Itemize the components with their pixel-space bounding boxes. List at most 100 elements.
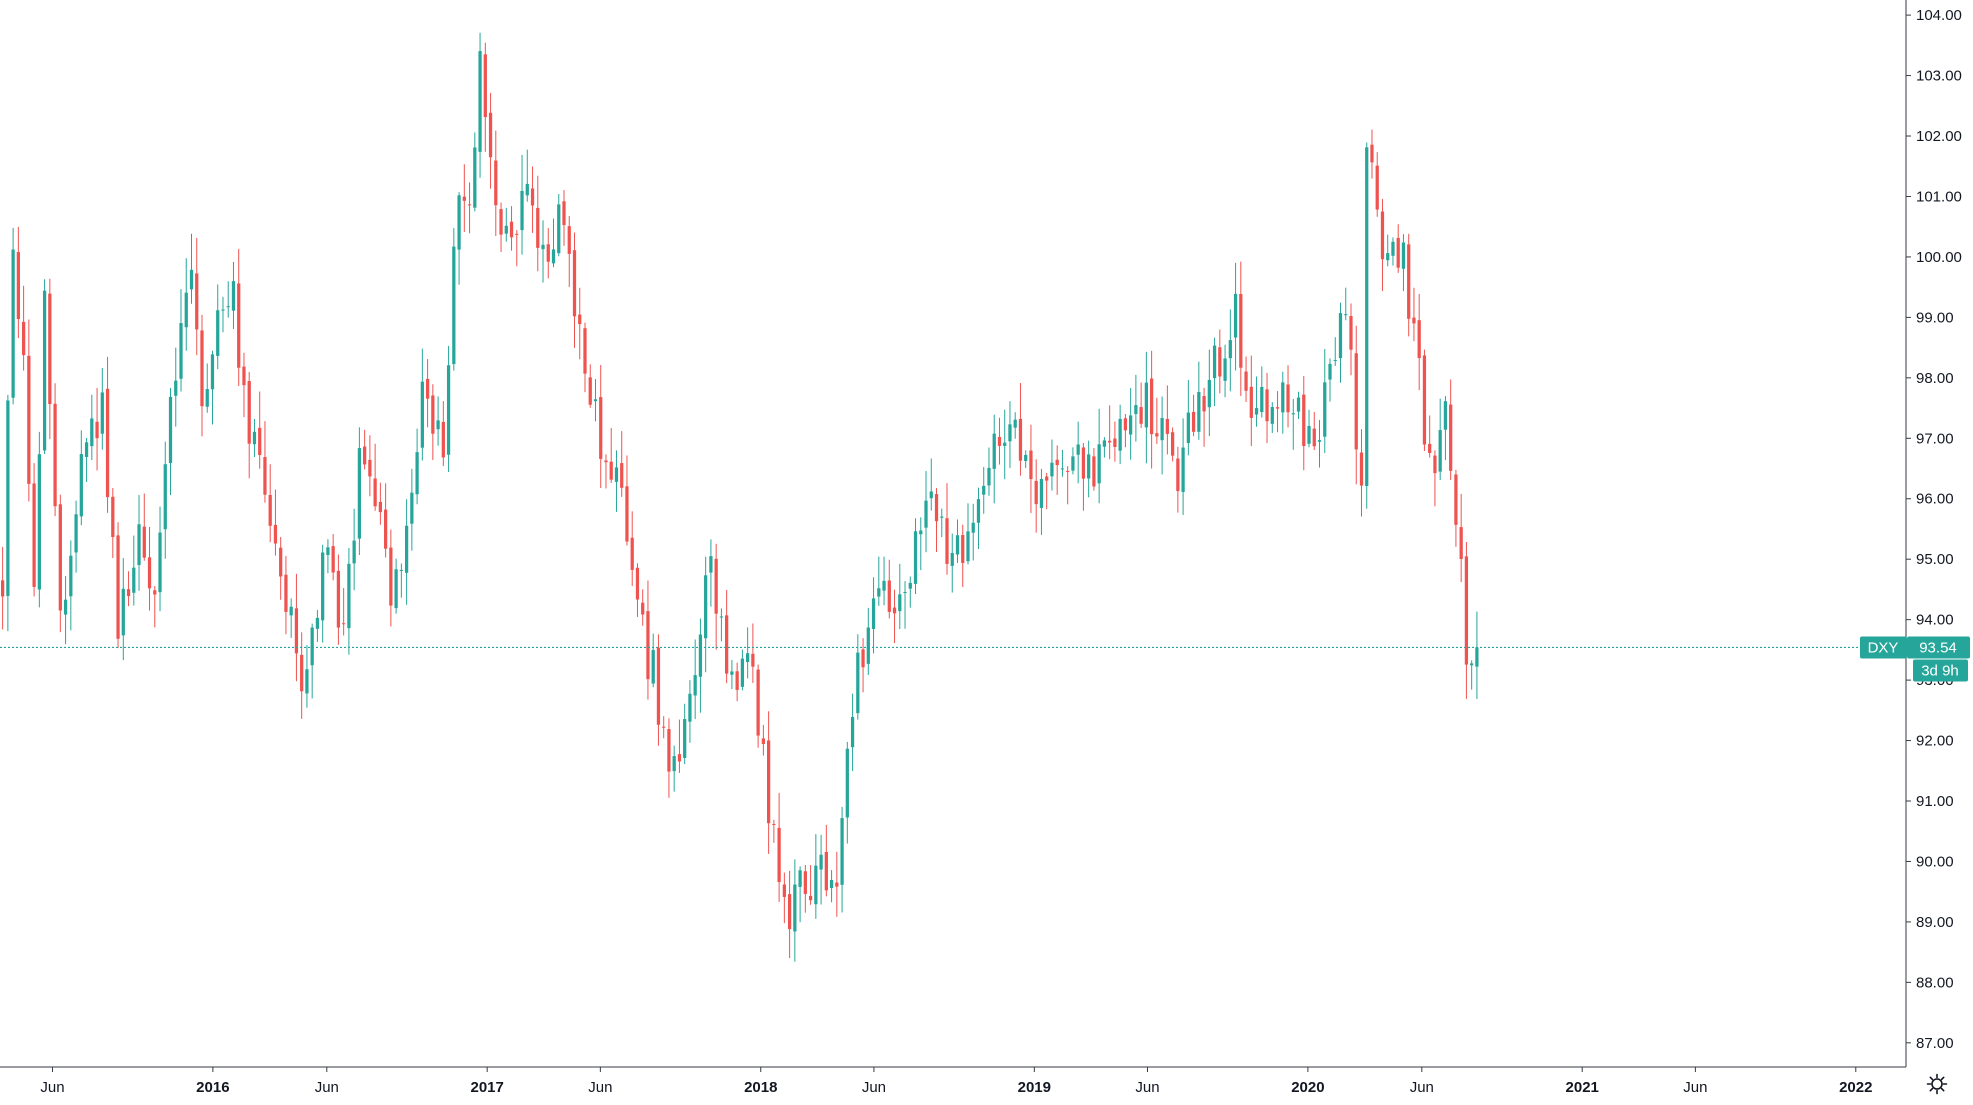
candle-body — [1087, 454, 1091, 479]
price-tick-label: 89.00 — [1916, 914, 1954, 931]
candle — [1281, 371, 1285, 434]
price-tick-label: 95.00 — [1916, 551, 1954, 568]
candle — [746, 627, 750, 679]
price-tick-label: 96.00 — [1916, 491, 1954, 508]
candle — [835, 851, 839, 917]
candle — [908, 576, 912, 608]
candle-body — [709, 556, 713, 573]
candle — [1055, 445, 1059, 495]
candle — [1170, 427, 1175, 462]
candle-body — [913, 531, 918, 584]
candle-body — [1165, 418, 1169, 434]
candle — [37, 431, 41, 608]
candle-body — [735, 671, 739, 690]
candle — [1045, 472, 1049, 510]
candle — [184, 258, 188, 351]
candle-body — [1380, 211, 1385, 260]
candle — [1475, 611, 1479, 699]
candle-body — [6, 400, 10, 596]
candle — [452, 228, 456, 371]
settings-gear-icon[interactable] — [1923, 1070, 1951, 1098]
candle — [651, 633, 655, 688]
candle-body — [42, 290, 47, 451]
candle — [787, 870, 792, 958]
candle — [242, 352, 246, 418]
candle — [321, 544, 325, 643]
candle — [84, 437, 89, 482]
candle — [363, 429, 367, 470]
candle-body — [279, 547, 283, 577]
candle — [226, 281, 230, 318]
candle — [808, 865, 813, 905]
candle-body — [835, 882, 839, 887]
candle-body — [1097, 444, 1101, 484]
candle — [425, 359, 430, 428]
candle-body — [352, 540, 356, 564]
time-axis-ticks[interactable]: Jun 2016 Jun 2017 Jun 2018 Jun 2019 Jun 2020 Jun 20… — [40, 1067, 1872, 1096]
candle — [21, 285, 26, 371]
candle — [90, 394, 94, 461]
time-tick-label: Jun — [1135, 1079, 1159, 1096]
candle-body — [1349, 316, 1353, 350]
candle — [1092, 448, 1096, 491]
candle — [1386, 234, 1390, 267]
price-axis-background[interactable] — [1906, 0, 1973, 1100]
candle-body — [473, 147, 477, 208]
candle-body — [142, 526, 146, 558]
symbol-tag — [1860, 636, 1907, 659]
candle-body — [1370, 144, 1374, 163]
candle-body — [929, 491, 933, 499]
candle-body — [609, 461, 613, 480]
candle-body — [871, 598, 876, 629]
candle — [1443, 396, 1448, 461]
symbol-label: DXY — [1868, 639, 1899, 656]
price-tick-label: 99.00 — [1916, 309, 1954, 326]
candle — [934, 488, 939, 552]
candle — [1401, 234, 1406, 292]
candle — [168, 387, 173, 496]
candle-body — [373, 478, 377, 507]
candle-body — [588, 377, 592, 405]
candle — [368, 435, 372, 497]
candle-body — [630, 537, 634, 570]
candle-body — [866, 627, 870, 664]
candle — [1391, 237, 1395, 266]
candle-body — [1218, 347, 1222, 377]
candle — [1428, 415, 1432, 458]
candle — [441, 401, 445, 467]
time-tick-label: 2018 — [744, 1079, 777, 1096]
candle — [189, 233, 194, 304]
candle-body — [294, 608, 299, 654]
candle-body — [105, 388, 110, 498]
candle — [216, 284, 220, 370]
candle — [1113, 421, 1117, 462]
candle — [1286, 365, 1290, 428]
price-tick-label: 91.00 — [1916, 793, 1954, 810]
candle-body — [845, 748, 849, 818]
candle — [546, 228, 550, 279]
candle — [79, 430, 83, 526]
candle-body — [258, 427, 262, 456]
candle — [887, 559, 891, 619]
time-tick-label: Jun — [1683, 1079, 1707, 1096]
candle — [898, 563, 902, 630]
candle — [730, 659, 734, 690]
candle-body — [966, 531, 970, 562]
price-tick-label: 87.00 — [1916, 1035, 1954, 1052]
candle — [1139, 382, 1143, 428]
candle-body — [1464, 556, 1469, 665]
candle-body — [446, 365, 451, 455]
candle-body — [1228, 340, 1232, 359]
candle — [1265, 372, 1269, 444]
candle-body — [1270, 407, 1274, 424]
candle-body — [1375, 165, 1379, 210]
candle-body — [1008, 424, 1012, 442]
candle — [520, 154, 524, 255]
candle-body — [347, 563, 351, 629]
candle-body — [1317, 440, 1322, 442]
candle-body — [714, 558, 718, 614]
candle — [693, 639, 697, 720]
candle — [667, 718, 671, 798]
candle-body — [756, 669, 760, 736]
